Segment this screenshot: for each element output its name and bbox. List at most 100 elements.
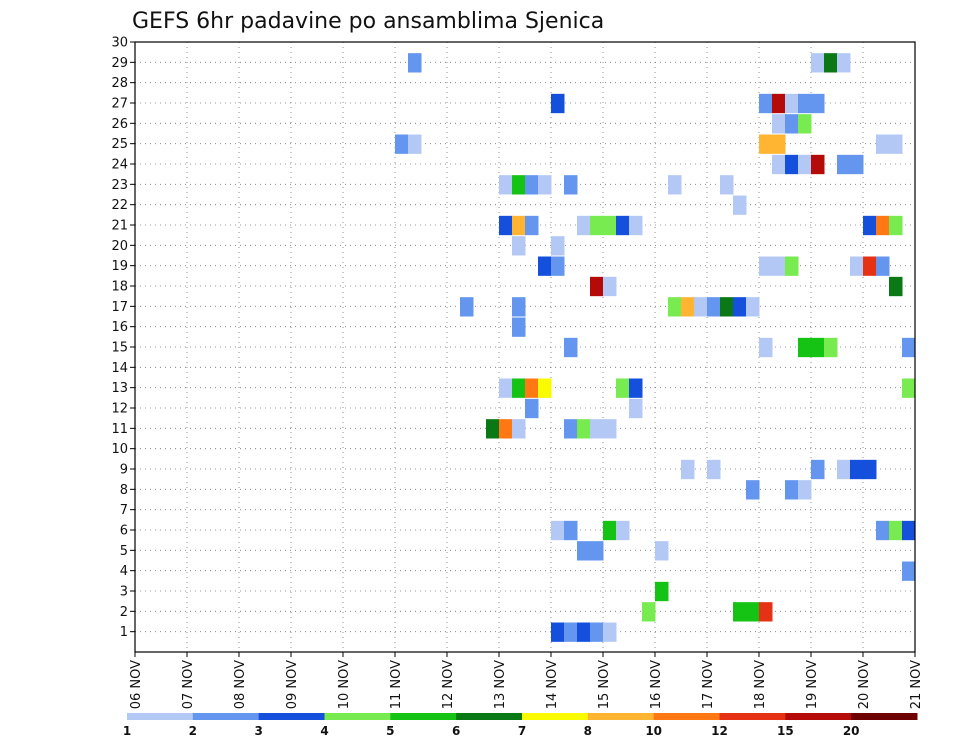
- heatmap-cell: [850, 256, 864, 276]
- legend: 1 2 3 4 5 6 7 8 10 12 15 20: [123, 713, 918, 738]
- heatmap-cell: [590, 622, 604, 642]
- legend-swatch: [456, 713, 523, 720]
- y-tick-label: 25: [111, 137, 128, 152]
- y-tick-label: 28: [111, 76, 128, 91]
- heatmap-cell: [785, 93, 799, 114]
- y-tick-label: 9: [120, 463, 128, 478]
- heatmap-cell: [499, 419, 513, 439]
- heatmap-cell: [564, 520, 578, 541]
- cells: [395, 53, 916, 642]
- y-tick-label: 11: [111, 422, 128, 437]
- y-tick-label: 6: [120, 524, 128, 539]
- heatmap-cell: [733, 297, 747, 317]
- x-tick-label: 19 NOV: [805, 660, 820, 709]
- legend-swatch: [785, 713, 852, 720]
- y-tick-label: 2: [120, 605, 128, 620]
- legend-swatch: [587, 713, 655, 720]
- legend-swatch: [192, 713, 260, 720]
- y-tick-label: 14: [111, 361, 128, 376]
- heatmap-cell: [811, 154, 825, 175]
- heatmap-cell: [785, 154, 799, 175]
- heatmap-cell: [876, 134, 890, 154]
- chart-title: GEFS 6hr padavine po ansamblima Sjenica: [132, 9, 604, 34]
- heatmap-cell: [512, 419, 526, 439]
- x-tick-label: 06 NOV: [129, 660, 144, 709]
- y-tick-label: 29: [111, 56, 128, 71]
- legend-label: 10: [645, 724, 662, 738]
- heatmap-cell: [590, 215, 604, 236]
- heatmap-cell: [629, 398, 643, 419]
- heatmap-cell: [733, 602, 747, 622]
- heatmap-cell: [616, 215, 630, 236]
- heatmap-cell: [746, 297, 760, 317]
- heatmap-cell: [577, 419, 591, 439]
- y-tick-label: 30: [111, 36, 128, 51]
- x-tick-label: 15 NOV: [597, 660, 612, 709]
- legend-label: 20: [843, 724, 860, 738]
- heatmap-cell: [772, 256, 786, 276]
- heatmap-cell: [902, 520, 916, 541]
- heatmap-cell: [902, 378, 916, 398]
- heatmap-cell: [759, 337, 773, 358]
- x-tick-label: 20 NOV: [857, 660, 872, 709]
- legend-swatch: [653, 713, 720, 720]
- legend-label: 3: [254, 724, 262, 738]
- heatmap-cell: [811, 459, 825, 480]
- heatmap-cell: [525, 398, 539, 419]
- y-tick-label: 22: [111, 198, 128, 213]
- heatmap-cell: [837, 459, 851, 480]
- heatmap-cell: [681, 297, 695, 317]
- legend-label: 1: [123, 724, 131, 738]
- y-tick-label: 1: [120, 625, 128, 640]
- x-tick-label: 08 NOV: [233, 660, 248, 709]
- heatmap-cell: [876, 256, 890, 276]
- heatmap-cell: [720, 175, 734, 195]
- legend-swatch: [522, 713, 589, 720]
- heatmap-cell: [590, 541, 604, 561]
- heatmap-cell: [681, 459, 695, 480]
- heatmap-cell: [746, 480, 760, 500]
- heatmap-cell: [772, 93, 786, 114]
- heatmap-cell: [538, 256, 552, 276]
- heatmap-cell: [824, 53, 838, 73]
- heatmap-cell: [876, 215, 890, 236]
- heatmap-cell: [837, 154, 851, 175]
- heatmap-cell: [798, 93, 812, 114]
- heatmap-cell: [408, 134, 422, 154]
- heatmap-cell: [655, 541, 669, 561]
- heatmap-cell: [889, 276, 903, 297]
- heatmap-cell: [564, 337, 578, 358]
- heatmap-cell: [759, 602, 773, 622]
- x-tick-label: 18 NOV: [753, 660, 768, 709]
- heatmap-cell: [863, 256, 877, 276]
- x-tick-label: 16 NOV: [649, 660, 664, 709]
- x-tick-label: 14 NOV: [545, 660, 560, 709]
- heatmap-cell: [499, 215, 513, 236]
- legend-swatch: [127, 713, 194, 720]
- heatmap-cell: [824, 337, 838, 358]
- heatmap-cell: [785, 114, 799, 134]
- heatmap-cell: [798, 154, 812, 175]
- y-tick-label: 15: [111, 341, 128, 356]
- y-tick-label: 8: [120, 483, 128, 498]
- y-tick-label: 18: [111, 280, 128, 295]
- heatmap-cell: [525, 378, 539, 398]
- heatmap-cell: [863, 459, 877, 480]
- heatmap-cell: [408, 53, 422, 73]
- y-tick-label: 21: [111, 219, 128, 234]
- heatmap-cell: [603, 276, 617, 297]
- heatmap-cell: [785, 480, 799, 500]
- heatmap-cell: [902, 561, 916, 581]
- heatmap-cell: [512, 215, 526, 236]
- heatmap-cell: [642, 602, 656, 622]
- x-axis: 06 NOV 07 NOV 08 NOV 09 NOV 10 NOV 11 NOV 12 N…: [129, 652, 924, 709]
- heatmap-cell: [889, 520, 903, 541]
- heatmap-cell: [577, 215, 591, 236]
- heatmap-cell: [629, 378, 643, 398]
- y-tick-label: 5: [120, 544, 128, 559]
- legend-label: 12: [711, 724, 728, 738]
- legend-swatch: [258, 713, 325, 720]
- y-tick-label: 20: [111, 239, 128, 254]
- heatmap-cell: [811, 93, 825, 114]
